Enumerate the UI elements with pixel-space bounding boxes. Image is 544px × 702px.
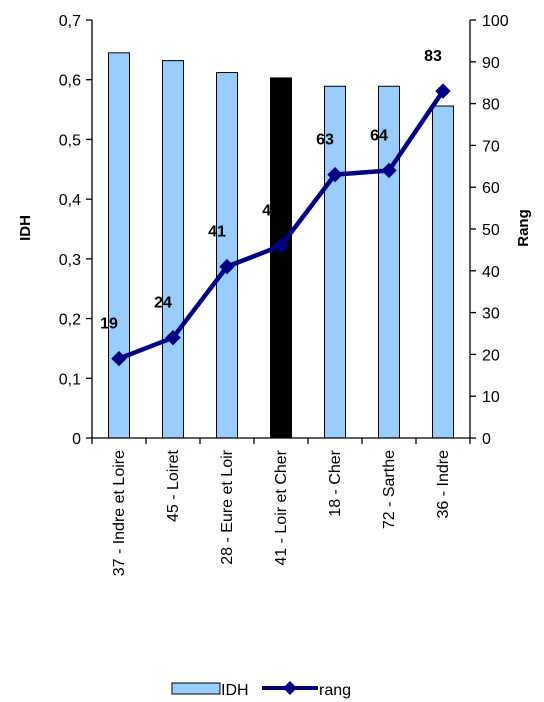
data-labels: 19 24 41 46 63 64 83 xyxy=(100,48,442,333)
y-tick-label: 0,3 xyxy=(59,252,81,269)
y-tick-label: 0,1 xyxy=(59,371,81,388)
y-tick-label: 0,6 xyxy=(59,73,81,90)
y2-tick-label: 30 xyxy=(482,306,500,323)
x-tick-label: 36 - Indre xyxy=(435,450,452,519)
rank-point-6 xyxy=(381,162,397,179)
rank-point-3 xyxy=(219,258,235,275)
rank-point-1 xyxy=(111,350,127,367)
y-tick-label: 0,2 xyxy=(59,312,81,329)
x-tick-label: 72 - Sarthe xyxy=(381,450,398,529)
rank-label-4: 46 xyxy=(262,203,280,220)
x-tick-label: 45 - Loiret xyxy=(165,449,182,522)
legend-idh-swatch xyxy=(171,682,221,695)
rank-label-3: 41 xyxy=(208,224,226,241)
rank-point-5 xyxy=(327,166,343,183)
rank-line xyxy=(111,83,451,367)
y2-tick-label: 100 xyxy=(482,13,509,30)
y2-tick-label: 70 xyxy=(482,138,500,155)
y2-tick-label: 50 xyxy=(482,222,500,239)
rank-point-7 xyxy=(435,83,451,99)
y2-tick-label: 20 xyxy=(482,347,500,364)
y2-tick-label: 0 xyxy=(482,431,491,448)
y2-tick-label: 60 xyxy=(482,180,500,197)
rank-label-6: 64 xyxy=(370,127,388,144)
bar-1 xyxy=(108,52,130,439)
y-tick-label: 0 xyxy=(72,431,81,448)
y-tick-label: 0,4 xyxy=(59,192,81,209)
y2-tick-label: 40 xyxy=(482,264,500,281)
legend: IDH rang xyxy=(171,681,351,699)
y2-tick-label: 90 xyxy=(482,55,500,72)
rank-point-4 xyxy=(273,238,289,254)
y-tick-label: 0,7 xyxy=(59,13,81,30)
x-tick-label: 18 - Cher xyxy=(327,449,344,516)
bar-4 xyxy=(270,77,292,439)
y-tick-label: 0,5 xyxy=(59,132,81,149)
rank-point-2 xyxy=(165,329,181,346)
x-tick-label: 37 - Indre et Loire xyxy=(111,450,128,576)
bar-7 xyxy=(432,105,454,439)
legend-rang-marker xyxy=(283,681,297,695)
y2-axis-title: Rang xyxy=(515,209,532,247)
rank-label-5: 63 xyxy=(316,132,334,149)
bar-2 xyxy=(162,60,184,439)
bar-3 xyxy=(216,72,238,439)
legend-rang-label: rang xyxy=(319,682,351,699)
rank-label-7: 83 xyxy=(424,48,442,65)
rank-label-1: 19 xyxy=(100,316,118,333)
x-tick-label: 41 - Loir et Cher xyxy=(273,449,290,565)
x-tick-label: 28 - Eure et Loir xyxy=(219,449,236,564)
rank-label-2: 24 xyxy=(154,295,172,312)
ticks: 0 0,1 0,2 0,3 0,4 0,5 0,6 0,7 0 10 20 30 40 50 60 70 80 9… xyxy=(59,13,509,576)
legend-idh-label: IDH xyxy=(221,682,249,699)
y2-tick-label: 10 xyxy=(482,389,500,406)
y2-tick-label: 80 xyxy=(482,97,500,114)
y-axis-title: IDH xyxy=(17,215,34,241)
